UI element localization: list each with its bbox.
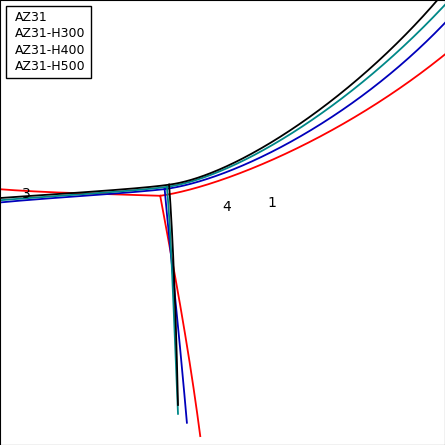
Text: 4: 4 <box>222 200 231 214</box>
Legend: AZ31, AZ31-H300, AZ31-H400, AZ31-H500: AZ31, AZ31-H300, AZ31-H400, AZ31-H500 <box>6 6 91 77</box>
Text: 3: 3 <box>22 187 31 201</box>
Text: 1: 1 <box>267 196 276 210</box>
